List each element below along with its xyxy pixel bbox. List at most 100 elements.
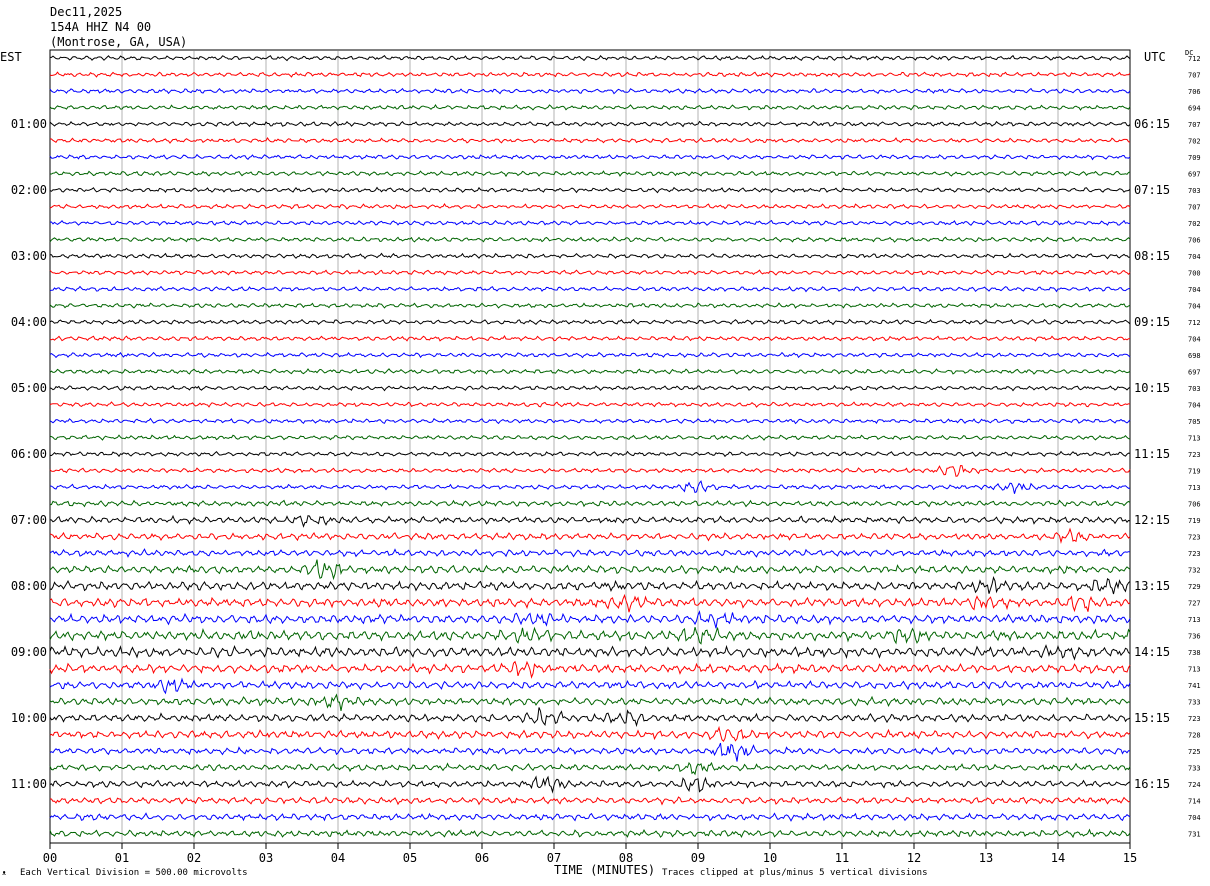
dc-offset-label: 733 xyxy=(1188,699,1201,707)
trace-46 xyxy=(49,796,1131,806)
x-tick-label: 10 xyxy=(763,851,777,865)
header-location: (Montrose, GA, USA) xyxy=(50,35,188,49)
dc-offset-label: 729 xyxy=(1188,583,1201,591)
right-hour-label: 10:15 xyxy=(1134,381,1170,395)
clip-note: Traces clipped at plus/minus 5 vertical … xyxy=(662,868,928,878)
x-tick-label: 05 xyxy=(403,851,417,865)
dc-offset-label: 694 xyxy=(1188,105,1201,113)
trace-3 xyxy=(49,87,1131,95)
trace-17 xyxy=(49,318,1131,326)
trace-43 xyxy=(49,742,1130,762)
dc-offset-label: 709 xyxy=(1188,154,1201,162)
dc-offset-label: 725 xyxy=(1188,748,1201,756)
dc-offset-label: 713 xyxy=(1188,616,1201,624)
dc-offset-label: 700 xyxy=(1188,270,1201,278)
x-tick-label: 08 xyxy=(619,851,633,865)
left-hour-label: 03:00 xyxy=(11,249,47,263)
dc-offset-label: 706 xyxy=(1188,88,1201,96)
trace-27 xyxy=(49,480,1131,494)
dc-offset-label: 723 xyxy=(1188,451,1201,459)
dc-offset-label: 704 xyxy=(1188,402,1201,410)
dc-offset-label: 714 xyxy=(1188,798,1201,806)
trace-2 xyxy=(49,71,1131,78)
x-tick-label: 02 xyxy=(187,851,201,865)
right-hour-label: 13:15 xyxy=(1134,579,1170,593)
dc-offset-label: 723 xyxy=(1188,534,1201,542)
trace-11 xyxy=(49,219,1131,226)
left-hour-label: 10:00 xyxy=(11,711,47,725)
trace-41 xyxy=(49,707,1131,728)
x-tick-label: 01 xyxy=(115,851,129,865)
x-tick-label: 12 xyxy=(907,851,921,865)
trace-20 xyxy=(49,368,1131,375)
x-tick-label: 15 xyxy=(1123,851,1137,865)
x-tick-label: 14 xyxy=(1051,851,1065,865)
dc-offset-label: 706 xyxy=(1188,237,1201,245)
x-tick-label: 03 xyxy=(259,851,273,865)
dc-offset-label: 703 xyxy=(1188,187,1201,195)
dc-offset-label: 719 xyxy=(1188,468,1201,476)
trace-18 xyxy=(49,335,1131,342)
dc-offset-label: 702 xyxy=(1188,138,1201,146)
dc-header-label: DC xyxy=(1185,49,1194,57)
dc-offset-label: 706 xyxy=(1188,501,1201,509)
dc-offset-label: 704 xyxy=(1188,286,1201,294)
trace-35 xyxy=(49,610,1131,629)
left-hour-label: 05:00 xyxy=(11,381,47,395)
dc-offset-label: 697 xyxy=(1188,171,1201,179)
right-hour-label: 07:15 xyxy=(1134,183,1170,197)
corner-mark-icon: ᴥ xyxy=(2,868,7,877)
trace-33 xyxy=(49,576,1131,595)
left-hour-label: 02:00 xyxy=(11,183,47,197)
dc-offset-label: 723 xyxy=(1188,715,1201,723)
trace-30 xyxy=(49,527,1131,544)
header-station: 154A HHZ N4 00 xyxy=(50,20,152,34)
trace-42 xyxy=(49,725,1131,743)
trace-16 xyxy=(49,302,1131,309)
dc-offset-label: 736 xyxy=(1188,633,1201,641)
trace-4 xyxy=(49,104,1131,111)
trace-34 xyxy=(49,593,1131,613)
dc-offset-label: 738 xyxy=(1188,649,1201,657)
trace-39 xyxy=(49,677,1131,695)
dc-offset-label: 733 xyxy=(1188,765,1201,773)
left-hour-label: 07:00 xyxy=(11,513,47,527)
left-hour-label: 11:00 xyxy=(11,777,47,791)
dc-offset-label: 727 xyxy=(1188,600,1201,608)
dc-offset-label: 702 xyxy=(1188,220,1201,228)
header-date: Dec11,2025 xyxy=(50,5,123,19)
trace-23 xyxy=(49,417,1131,425)
trace-22 xyxy=(49,401,1131,408)
dc-offset-label: 741 xyxy=(1188,682,1201,690)
trace-13 xyxy=(50,252,1131,260)
right-hour-label: 14:15 xyxy=(1134,645,1170,659)
dc-offset-label: 712 xyxy=(1188,55,1201,63)
dc-offset-label: 704 xyxy=(1188,253,1201,261)
left-hour-label: 06:00 xyxy=(11,447,47,461)
trace-1 xyxy=(50,54,1131,62)
trace-47 xyxy=(49,812,1131,822)
right-hour-label: 11:15 xyxy=(1134,447,1170,461)
scale-note: Each Vertical Division = 500.00 microvol… xyxy=(20,868,248,878)
dc-offset-label: 712 xyxy=(1188,319,1201,327)
trace-12 xyxy=(49,236,1131,243)
dc-offset-label: 703 xyxy=(1188,385,1201,393)
dc-offset-label: 713 xyxy=(1188,435,1201,443)
right-timezone-label: UTC xyxy=(1144,50,1166,64)
left-hour-label: 04:00 xyxy=(11,315,47,329)
trace-48 xyxy=(49,828,1131,839)
trace-5 xyxy=(49,120,1131,128)
trace-45 xyxy=(49,775,1131,794)
dc-offset-label: 719 xyxy=(1188,517,1201,525)
dc-offset-label: 731 xyxy=(1188,831,1201,839)
left-hour-label: 08:00 xyxy=(11,579,47,593)
trace-6 xyxy=(49,137,1131,144)
trace-14 xyxy=(49,269,1131,276)
trace-38 xyxy=(49,660,1131,679)
dc-offset-label: 713 xyxy=(1188,666,1201,674)
dc-offset-label: 707 xyxy=(1188,204,1201,212)
dc-offset-label: 704 xyxy=(1188,303,1201,311)
x-axis-title: TIME (MINUTES) xyxy=(554,863,656,877)
right-hour-label: 12:15 xyxy=(1134,513,1170,527)
